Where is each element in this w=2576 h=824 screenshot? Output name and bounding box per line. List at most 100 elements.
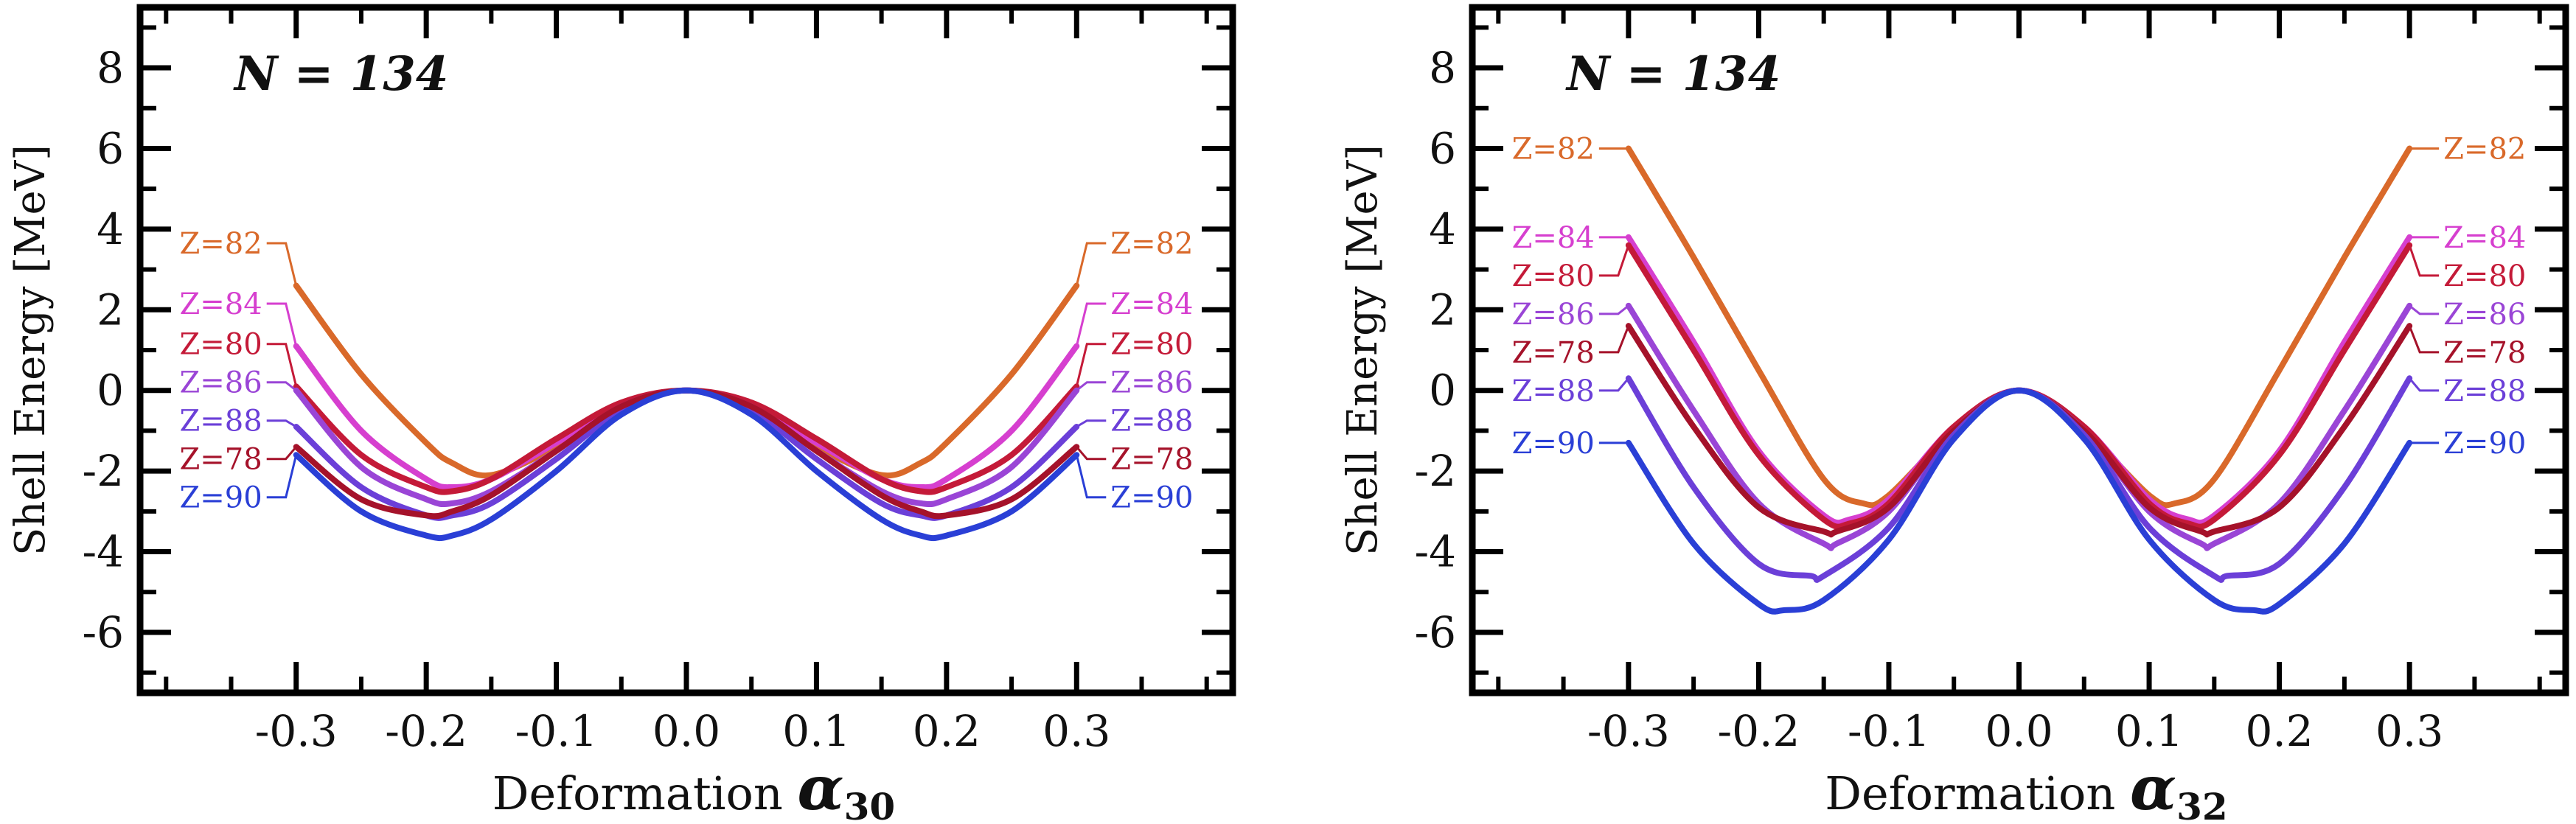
x-tick-label: -0.3 xyxy=(255,706,338,756)
leader-line xyxy=(266,446,297,461)
series-line-z82 xyxy=(293,282,1080,479)
y-tick-label: 0 xyxy=(1429,366,1456,416)
plot-frame xyxy=(1469,4,2569,696)
y-tick-label: -6 xyxy=(83,607,125,657)
leader-line xyxy=(266,454,298,499)
leader-line xyxy=(266,343,298,387)
x-tick-label: 0.2 xyxy=(2245,706,2313,756)
leader-line xyxy=(266,242,298,286)
series-label-right: Z=80 xyxy=(2443,259,2526,293)
y-tick-label: 2 xyxy=(1429,284,1456,335)
y-tick-label: -4 xyxy=(83,527,125,577)
leader-line xyxy=(1598,245,1630,277)
leader-line xyxy=(1075,343,1107,387)
leader-line xyxy=(266,419,297,428)
series-line-z82 xyxy=(1625,145,2413,509)
series-line-z86 xyxy=(293,387,1080,508)
series-line-z90 xyxy=(293,387,1080,542)
x-axis-symbol: α xyxy=(798,753,844,820)
y-tick-label: -4 xyxy=(1415,527,1457,577)
leader-line xyxy=(1076,446,1107,461)
y-tick-label: 8 xyxy=(1429,43,1456,93)
y-tick-label: 2 xyxy=(97,284,124,335)
chart-panel-2: 8 6 4 2 0 -2 -4 -6 -0.3 -0.2 -0.1 0.0 0.1 0.2 0.3 Shell… xyxy=(1339,4,2569,824)
leader-line xyxy=(1598,377,1630,392)
series-label-left: Z=82 xyxy=(1512,132,1595,166)
series-label-right: Z=82 xyxy=(1110,227,1193,261)
x-axis-symbol: α xyxy=(2130,753,2176,820)
series-label-left: Z=78 xyxy=(1512,336,1595,370)
leader-line xyxy=(2408,325,2440,354)
y-tick-label: 0 xyxy=(97,366,124,416)
leader-line xyxy=(1076,419,1107,428)
series-label-right: Z=78 xyxy=(1110,443,1193,477)
series-label-left: Z=90 xyxy=(179,481,262,515)
y-axis-title: Shell Energy [MeV] xyxy=(7,144,55,556)
x-axis-title: Deformation α32 xyxy=(1825,753,2227,820)
series-label-right: Z=86 xyxy=(1110,366,1193,400)
series-label-left: Z=88 xyxy=(1512,374,1595,408)
leader-line xyxy=(1075,454,1107,499)
y-tick-label: 4 xyxy=(1429,204,1456,254)
x-tick-label: 0.0 xyxy=(652,706,720,756)
series-label-left: Z=86 xyxy=(1512,298,1595,332)
series-label-left: Z=88 xyxy=(179,405,262,439)
leader-line xyxy=(266,302,298,346)
series-line-z84 xyxy=(1625,234,2413,526)
leader-line xyxy=(2409,304,2440,315)
series-label-right: Z=82 xyxy=(2443,132,2526,166)
series-label-right: Z=84 xyxy=(2443,221,2526,255)
x-tick-label: -0.3 xyxy=(1587,706,1670,756)
leader-line xyxy=(1075,302,1107,346)
x-tick-label: 0.2 xyxy=(913,706,981,756)
y-tick-label: -2 xyxy=(83,446,125,496)
y-tick-label: 6 xyxy=(97,123,124,173)
leader-line xyxy=(2408,377,2440,392)
series-label-right: Z=86 xyxy=(2443,298,2526,332)
x-tick-label: 0.1 xyxy=(782,706,850,756)
series-label-left: Z=80 xyxy=(1512,259,1595,293)
x-tick-label: 0.3 xyxy=(2375,706,2443,756)
series-label-left: Z=80 xyxy=(179,328,262,362)
x-tick-label: -0.1 xyxy=(515,706,598,756)
x-tick-label: 0.3 xyxy=(1042,706,1110,756)
series-label-left: Z=86 xyxy=(179,366,262,400)
plot-frame xyxy=(136,4,1236,696)
panel-title: N = 134 xyxy=(233,46,448,102)
leader-line xyxy=(266,381,297,391)
series-label-left: Z=84 xyxy=(179,287,262,321)
x-tick-label: -0.1 xyxy=(1848,706,1930,756)
series-line-z88 xyxy=(293,387,1080,521)
x-tick-label: -0.2 xyxy=(385,706,467,756)
series-label-right: Z=84 xyxy=(1110,287,1193,321)
x-axis-title: Deformation α30 xyxy=(492,753,895,820)
series-label-left: Z=90 xyxy=(1512,427,1595,461)
series-label-right: Z=78 xyxy=(2443,336,2526,370)
series-label-left: Z=82 xyxy=(179,227,262,261)
series-line-z80 xyxy=(293,383,1080,495)
y-tick-label: -6 xyxy=(1415,607,1457,657)
y-tick-label: -2 xyxy=(1415,446,1457,496)
x-tick-label: 0.1 xyxy=(2115,706,2183,756)
y-tick-label: 6 xyxy=(1429,123,1456,173)
series-line-z88 xyxy=(1625,375,2413,583)
x-tick-label: -0.2 xyxy=(1717,706,1800,756)
leader-line xyxy=(1075,242,1107,286)
y-tick-label: 8 xyxy=(97,43,124,93)
leader-line xyxy=(2408,245,2440,277)
x-axis-title-text: Deformation xyxy=(492,767,798,820)
leader-line xyxy=(1598,325,1630,354)
y-axis-title: Shell Energy [MeV] xyxy=(1339,144,1387,556)
x-axis-subscript: 32 xyxy=(2176,785,2228,820)
series-label-right: Z=88 xyxy=(2443,374,2526,408)
series-label-right: Z=88 xyxy=(1110,405,1193,439)
series-line-z90 xyxy=(1625,387,2413,615)
x-axis-subscript: 30 xyxy=(844,785,896,820)
series-line-z84 xyxy=(293,343,1080,491)
leader-line xyxy=(1598,304,1629,315)
series-label-right: Z=90 xyxy=(2443,427,2526,461)
series-label-right: Z=80 xyxy=(1110,328,1193,362)
x-tick-label: 0.0 xyxy=(1985,706,2053,756)
